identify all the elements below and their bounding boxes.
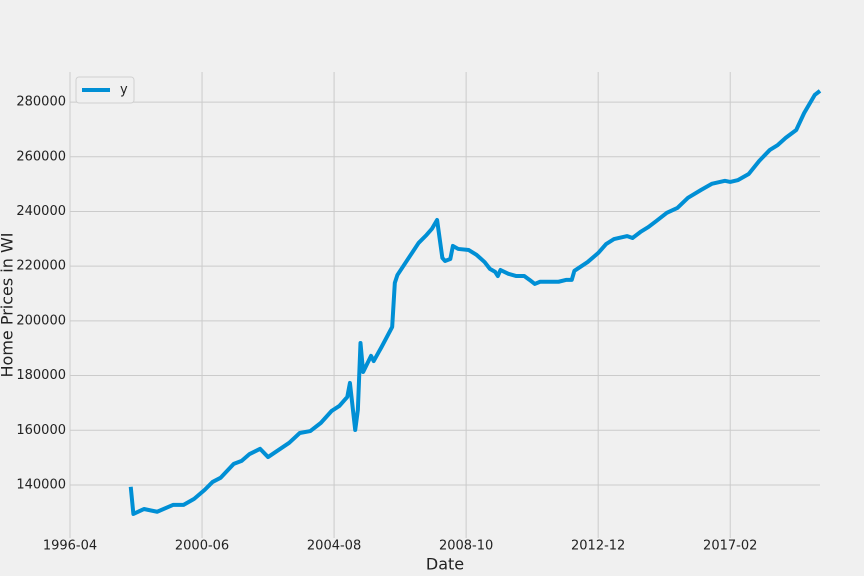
y-tick-label: 260000: [16, 149, 66, 164]
y-tick-label: 220000: [16, 259, 66, 274]
line: [128, 89, 822, 516]
y-tick-label: 200000: [16, 313, 66, 328]
x-axis-title: Date: [426, 555, 464, 574]
y-tick-label: 160000: [16, 423, 66, 438]
y-tick-label: 140000: [16, 477, 66, 492]
x-tick-label: 2008-10: [439, 539, 493, 554]
y-axis-title: Home Prices in WI: [0, 233, 17, 378]
x-tick-label: 2004-08: [307, 539, 361, 554]
y-tick-label: 240000: [16, 204, 66, 219]
x-tick-label: 2000-06: [175, 539, 229, 554]
x-tick-label: 1996-04: [43, 539, 97, 554]
x-tick-label: 2012-12: [571, 539, 625, 554]
legend-label: y: [120, 83, 128, 98]
legend: y: [75, 76, 135, 104]
grid: [69, 72, 820, 538]
y-tick-label: 280000: [16, 95, 66, 110]
y-tick-label: 180000: [16, 368, 66, 383]
x-tick-label: 2017-02: [703, 539, 757, 554]
